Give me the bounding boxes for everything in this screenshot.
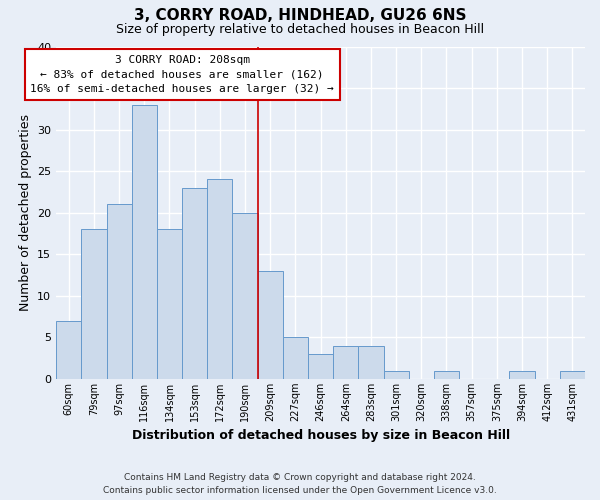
Text: Contains HM Land Registry data © Crown copyright and database right 2024.
Contai: Contains HM Land Registry data © Crown c… — [103, 473, 497, 495]
Bar — [107, 204, 132, 379]
Bar — [560, 370, 585, 379]
Bar — [207, 180, 232, 379]
Bar — [157, 230, 182, 379]
Bar — [232, 212, 257, 379]
Bar — [132, 104, 157, 379]
Bar — [182, 188, 207, 379]
Bar — [56, 320, 82, 379]
Y-axis label: Number of detached properties: Number of detached properties — [19, 114, 32, 311]
Bar — [82, 230, 107, 379]
Bar — [358, 346, 383, 379]
Bar — [257, 271, 283, 379]
Text: Size of property relative to detached houses in Beacon Hill: Size of property relative to detached ho… — [116, 22, 484, 36]
Text: 3 CORRY ROAD: 208sqm
← 83% of detached houses are smaller (162)
16% of semi-deta: 3 CORRY ROAD: 208sqm ← 83% of detached h… — [30, 55, 334, 94]
Bar — [383, 370, 409, 379]
X-axis label: Distribution of detached houses by size in Beacon Hill: Distribution of detached houses by size … — [131, 430, 509, 442]
Bar — [509, 370, 535, 379]
Bar — [434, 370, 459, 379]
Text: 3, CORRY ROAD, HINDHEAD, GU26 6NS: 3, CORRY ROAD, HINDHEAD, GU26 6NS — [134, 8, 466, 22]
Bar — [308, 354, 333, 379]
Bar — [333, 346, 358, 379]
Bar — [283, 338, 308, 379]
